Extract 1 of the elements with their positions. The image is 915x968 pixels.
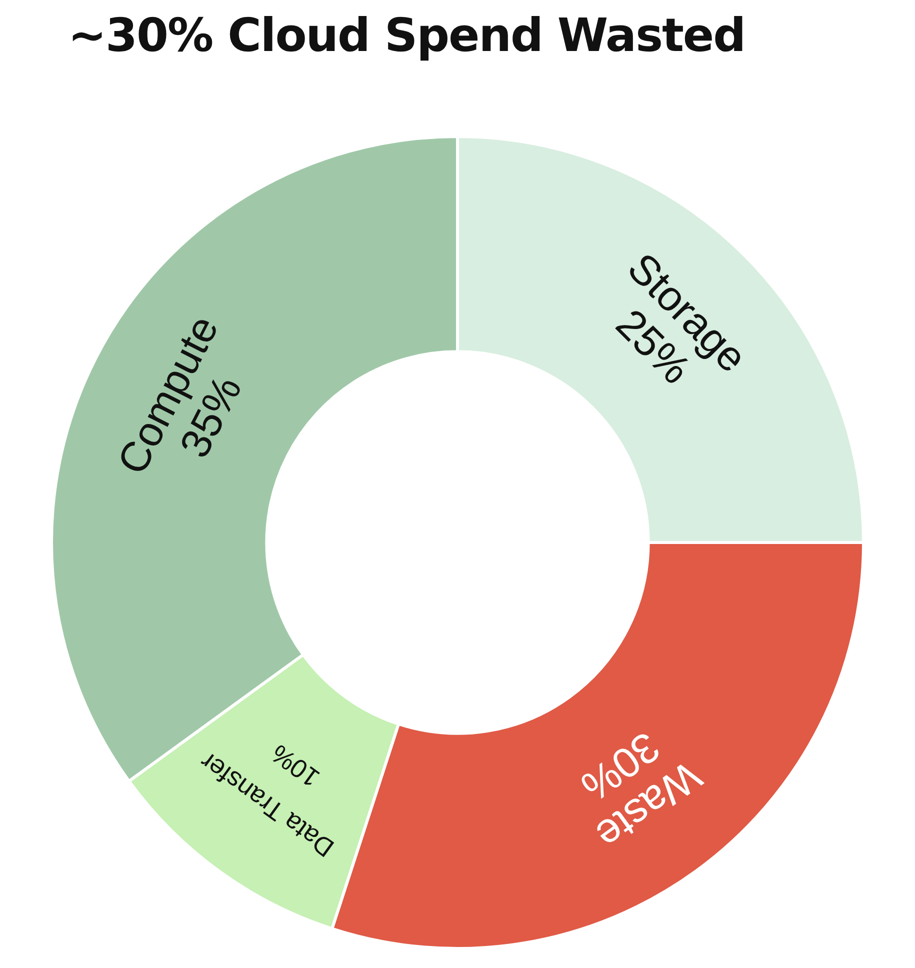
chart-title: ~30% Cloud Spend Wasted — [68, 8, 746, 62]
